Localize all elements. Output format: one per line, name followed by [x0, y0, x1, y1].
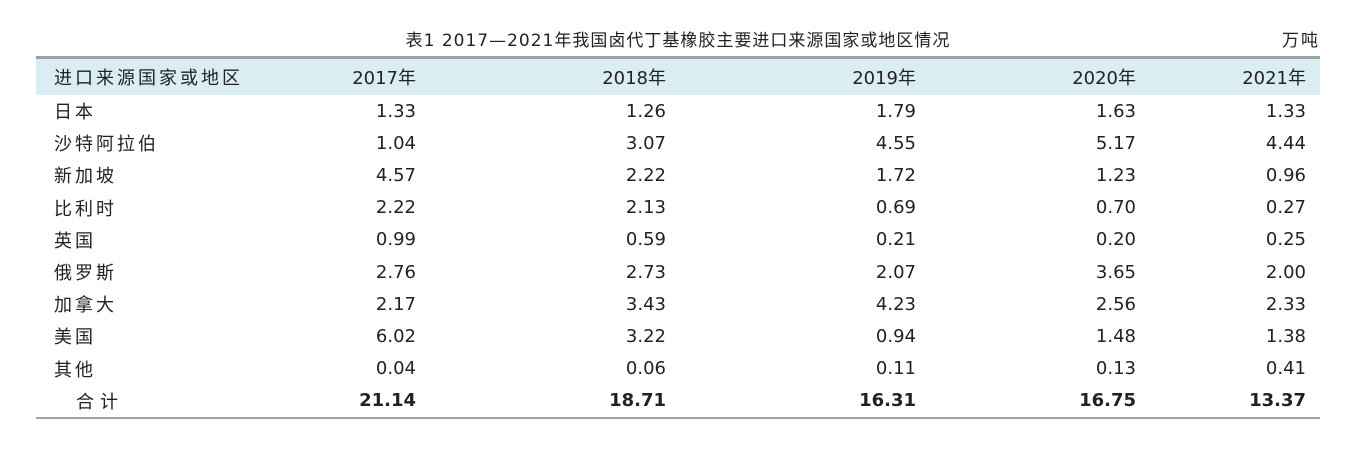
value-cell: 0.20: [1095, 229, 1136, 251]
value-cell: 5.17: [1095, 132, 1136, 154]
row-label-cell: 英国: [54, 230, 96, 252]
value-cell: 1.33: [1265, 100, 1306, 122]
value-cell: 2.73: [625, 261, 666, 283]
row-label-cell: 美国: [54, 327, 96, 349]
table-row: 沙特阿拉伯 1.04 3.07 4.55 5.17 4.44: [36, 127, 1320, 159]
value-cell: 6.02: [375, 325, 416, 347]
table-total-row: 合计 21.14 18.71 16.31 16.75 13.37: [36, 385, 1320, 418]
value-cell: 1.33: [375, 100, 416, 122]
value-cell: 0.99: [375, 229, 416, 251]
value-cell: 0.13: [1095, 358, 1136, 380]
value-cell: 4.23: [875, 293, 916, 315]
header-cell: 2017年: [352, 68, 416, 89]
value-cell: 0.96: [1265, 164, 1306, 186]
value-cell: 18.71: [609, 390, 666, 412]
header-cell: 2021年: [1242, 68, 1306, 89]
value-cell: 4.57: [375, 164, 416, 186]
value-cell: 0.27: [1265, 197, 1306, 219]
value-cell: 0.21: [875, 229, 916, 251]
value-cell: 2.17: [375, 293, 416, 315]
value-cell: 1.72: [875, 164, 916, 186]
header-cell: 2019年: [852, 68, 916, 89]
value-cell: 2.33: [1265, 293, 1306, 315]
row-label-cell: 合计: [76, 391, 124, 413]
import-sources-table: 进口来源国家或地区 2017年 2018年 2019年 2020年 2021年 …: [36, 56, 1320, 419]
value-cell: 1.79: [875, 100, 916, 122]
table-caption: 表1 2017—2021年我国卤代丁基橡胶主要进口来源国家或地区情况: [405, 31, 951, 51]
table-row: 加拿大 2.17 3.43 4.23 2.56 2.33: [36, 288, 1320, 320]
value-cell: 2.22: [375, 197, 416, 219]
row-label-cell: 俄罗斯: [54, 263, 117, 285]
value-cell: 16.75: [1079, 390, 1136, 412]
table-row: 日本 1.33 1.26 1.79 1.63 1.33: [36, 95, 1320, 127]
header-cell: 进口来源国家或地区: [54, 68, 243, 89]
value-cell: 0.94: [875, 325, 916, 347]
value-cell: 4.44: [1265, 132, 1306, 154]
value-cell: 2.56: [1095, 293, 1136, 315]
value-cell: 2.13: [625, 197, 666, 219]
value-cell: 0.41: [1265, 358, 1306, 380]
value-cell: 1.23: [1095, 164, 1136, 186]
value-cell: 0.59: [625, 229, 666, 251]
table-row: 比利时 2.22 2.13 0.69 0.70 0.27: [36, 192, 1320, 224]
value-cell: 2.76: [375, 261, 416, 283]
value-cell: 2.00: [1265, 261, 1306, 283]
table-row: 美国 6.02 3.22 0.94 1.48 1.38: [36, 320, 1320, 352]
value-cell: 1.63: [1095, 100, 1136, 122]
table-header-row: 进口来源国家或地区 2017年 2018年 2019年 2020年 2021年: [36, 57, 1320, 95]
value-cell: 0.04: [375, 358, 416, 380]
value-cell: 0.06: [625, 358, 666, 380]
value-cell: 3.22: [625, 325, 666, 347]
header-cell: 2018年: [602, 68, 666, 89]
table-row: 新加坡 4.57 2.22 1.72 1.23 0.96: [36, 159, 1320, 191]
table-row: 其他 0.04 0.06 0.11 0.13 0.41: [36, 353, 1320, 385]
value-cell: 1.26: [625, 100, 666, 122]
value-cell: 0.11: [875, 358, 916, 380]
value-cell: 1.38: [1265, 325, 1306, 347]
row-label-cell: 加拿大: [54, 295, 117, 317]
value-cell: 1.04: [375, 132, 416, 154]
value-cell: 3.43: [625, 293, 666, 315]
table-row: 英国 0.99 0.59 0.21 0.20 0.25: [36, 224, 1320, 256]
value-cell: 16.31: [859, 390, 916, 412]
value-cell: 3.65: [1095, 261, 1136, 283]
row-label-cell: 日本: [54, 102, 96, 124]
value-cell: 13.37: [1249, 390, 1306, 412]
row-label-cell: 比利时: [54, 198, 117, 220]
row-label-cell: 沙特阿拉伯: [54, 134, 159, 156]
row-label-cell: 新加坡: [54, 166, 117, 188]
value-cell: 2.07: [875, 261, 916, 283]
table-row: 俄罗斯 2.76 2.73 2.07 3.65 2.00: [36, 256, 1320, 288]
header-cell: 2020年: [1072, 68, 1136, 89]
value-cell: 2.22: [625, 164, 666, 186]
value-cell: 1.48: [1095, 325, 1136, 347]
value-cell: 0.69: [875, 197, 916, 219]
row-label-cell: 其他: [54, 359, 96, 381]
value-cell: 4.55: [875, 132, 916, 154]
value-cell: 3.07: [625, 132, 666, 154]
value-cell: 0.70: [1095, 197, 1136, 219]
value-cell: 0.25: [1265, 229, 1306, 251]
value-cell: 21.14: [359, 390, 416, 412]
table-unit: 万吨: [1282, 31, 1320, 51]
